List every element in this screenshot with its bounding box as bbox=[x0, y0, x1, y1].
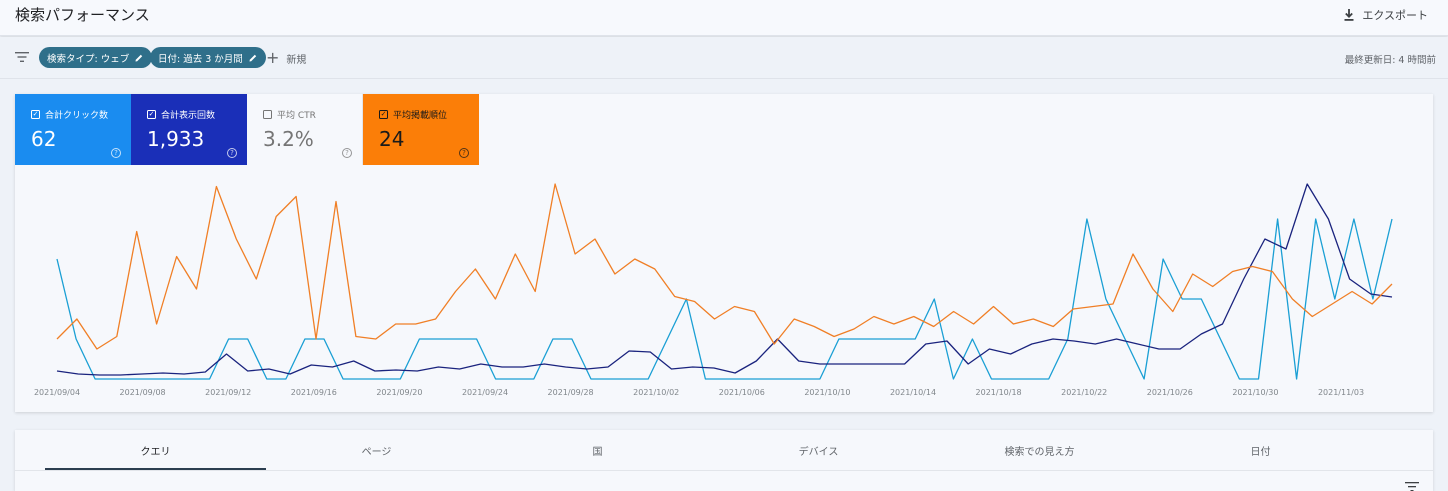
tab-query[interactable]: クエリ bbox=[140, 446, 171, 458]
series-line-2 bbox=[56, 183, 1393, 350]
x-tick-label: 2021/09/24 bbox=[462, 388, 508, 397]
metric-total-impressions[interactable]: ✓ 合計表示回数 1,933 ? bbox=[131, 94, 247, 165]
help-icon[interactable]: ? bbox=[342, 148, 352, 158]
metric-label: 平均掲載順位 bbox=[393, 111, 448, 121]
tab-search-appearance[interactable]: 検索での見え方 bbox=[1004, 446, 1075, 458]
date-chip-label: 日付: 過去 3 か月間 bbox=[158, 53, 243, 65]
series-line-0 bbox=[56, 218, 1393, 380]
tab-page[interactable]: ページ bbox=[361, 446, 392, 458]
x-tick-label: 2021/10/30 bbox=[1232, 388, 1278, 397]
export-label: エクスポート bbox=[1362, 9, 1428, 22]
dimension-tabs: クエリ ページ 国 デバイス 検索での見え方 日付 bbox=[15, 430, 1433, 491]
metric-label: 合計表示回数 bbox=[161, 111, 216, 121]
x-tick-label: 2021/09/20 bbox=[376, 388, 422, 397]
metric-value: 24 bbox=[379, 127, 405, 151]
x-tick-label: 2021/09/28 bbox=[548, 388, 594, 397]
new-filter-label: 新規 bbox=[286, 54, 307, 66]
edit-icon bbox=[249, 54, 257, 61]
table-filter-icon[interactable] bbox=[1405, 482, 1419, 491]
tab-divider bbox=[15, 470, 1433, 471]
x-tick-label: 2021/09/04 bbox=[34, 388, 80, 397]
help-icon[interactable]: ? bbox=[111, 148, 121, 158]
export-button[interactable]: エクスポート bbox=[1332, 2, 1438, 28]
help-icon[interactable]: ? bbox=[227, 148, 237, 158]
metric-value: 1,933 bbox=[147, 127, 205, 151]
download-icon bbox=[1344, 9, 1354, 21]
checkbox-checked-icon: ✓ bbox=[147, 110, 156, 119]
help-icon[interactable]: ? bbox=[459, 148, 469, 158]
x-tick-label: 2021/10/02 bbox=[633, 388, 679, 397]
x-tick-label: 2021/10/06 bbox=[719, 388, 765, 397]
active-tab-indicator bbox=[45, 468, 266, 470]
checkbox-checked-icon: ✓ bbox=[31, 110, 40, 119]
edit-icon bbox=[135, 54, 143, 61]
x-tick-label: 2021/10/26 bbox=[1147, 388, 1193, 397]
checkbox-checked-icon: ✓ bbox=[379, 110, 388, 119]
metric-label: 合計クリック数 bbox=[45, 111, 109, 121]
date-chip[interactable]: 日付: 過去 3 か月間 bbox=[150, 47, 266, 68]
metric-average-position[interactable]: ✓ 平均掲載順位 24 ? bbox=[363, 94, 479, 165]
last-updated: 最終更新日: 4 時間前 bbox=[1344, 55, 1436, 66]
metric-value: 3.2% bbox=[263, 127, 314, 151]
new-filter-button[interactable]: + 新規 bbox=[266, 48, 306, 68]
performance-chart[interactable]: 2021/09/04 2021/09/08 2021/09/12 2021/09/16… bbox=[15, 165, 1433, 412]
metric-label: 平均 CTR bbox=[277, 111, 316, 121]
series-line-1 bbox=[56, 183, 1393, 376]
metric-value: 62 bbox=[31, 127, 57, 151]
tab-country[interactable]: 国 bbox=[592, 446, 603, 458]
tab-device[interactable]: デバイス bbox=[798, 446, 839, 458]
tab-date[interactable]: 日付 bbox=[1250, 446, 1271, 458]
x-tick-label: 2021/11/03 bbox=[1318, 388, 1364, 397]
plus-icon: + bbox=[266, 48, 280, 67]
top-bar: 検索パフォーマンス エクスポート bbox=[0, 0, 1448, 36]
search-type-chip-label: 検索タイプ: ウェブ bbox=[47, 53, 130, 65]
metric-average-ctr[interactable]: 平均 CTR 3.2% ? bbox=[247, 94, 363, 165]
x-tick-label: 2021/09/12 bbox=[205, 388, 251, 397]
filter-icon[interactable] bbox=[14, 50, 30, 64]
filter-bar: 検索タイプ: ウェブ 日付: 過去 3 か月間 + 新規 最終更新日: 4 時間… bbox=[0, 37, 1448, 79]
x-tick-label: 2021/09/08 bbox=[120, 388, 166, 397]
x-tick-label: 2021/10/10 bbox=[804, 388, 850, 397]
x-tick-label: 2021/10/22 bbox=[1061, 388, 1107, 397]
checkbox-unchecked-icon bbox=[263, 110, 272, 119]
performance-card: ✓ 合計クリック数 62 ? ✓ 合計表示回数 1,933 ? 平均 CTR 3.2… bbox=[15, 94, 1433, 412]
x-tick-label: 2021/10/18 bbox=[976, 388, 1022, 397]
x-tick-label: 2021/10/14 bbox=[890, 388, 936, 397]
page-title: 検索パフォーマンス bbox=[15, 6, 150, 24]
search-type-chip[interactable]: 検索タイプ: ウェブ bbox=[39, 47, 153, 68]
x-tick-label: 2021/09/16 bbox=[291, 388, 337, 397]
metric-total-clicks[interactable]: ✓ 合計クリック数 62 ? bbox=[15, 94, 131, 165]
